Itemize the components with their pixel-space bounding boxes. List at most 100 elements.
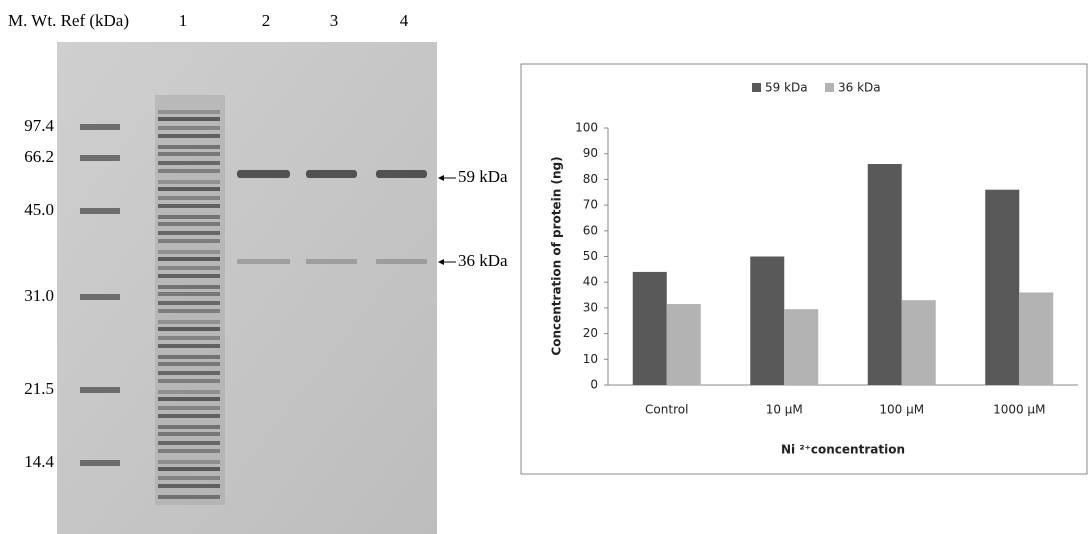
legend-label: 59 kDa [765,81,808,95]
marker-label: 45.0 [24,200,54,219]
gel-band [158,460,220,464]
gel-band [158,301,220,305]
lane-label: 3 [330,11,339,30]
gel-band [158,292,220,296]
gel-band [158,344,220,348]
gel-band [158,425,220,429]
arrow [438,259,456,265]
bar [666,304,701,385]
gel-band [80,294,120,300]
y-tick-label: 0 [590,378,598,392]
gel-band [158,495,220,499]
gel-band [158,397,220,401]
x-tick-label: Control [645,403,688,417]
gel-band [80,208,120,214]
gel-band [158,196,220,200]
gel-band [237,259,290,264]
x-axis-label: Ni ²⁺concentration [781,443,905,457]
y-tick-label: 40 [583,275,598,289]
gel-band [158,274,220,278]
gel-band [158,309,220,313]
gel-band [158,336,220,340]
lane-label: 2 [262,11,271,30]
gel-band [158,134,220,138]
gel-band [158,257,220,261]
legend-label: 36 kDa [838,81,881,95]
gel-band [158,117,220,121]
gel-band [80,124,120,130]
gel-band [80,460,120,466]
gel-band [237,170,290,178]
gel-header: M. Wt. Ref (kDa) [8,11,129,30]
gel-band [158,484,220,488]
lane-label: 1 [179,11,188,30]
gel-band [158,449,220,453]
arrow-label: 36 kDa [458,251,508,270]
gel-band [158,327,220,331]
gel-band [158,414,220,418]
lane-label: 4 [400,11,409,30]
y-tick-label: 30 [583,300,598,314]
gel-band [158,266,220,270]
gel-band [158,362,220,366]
gel-band [158,390,220,394]
gel-band [158,441,220,445]
y-tick-label: 50 [583,249,598,263]
gel-band [158,215,220,219]
gel-band [158,110,220,114]
bar [1019,292,1054,385]
gel-band [306,259,357,264]
gel-band [158,169,220,173]
y-tick-label: 90 [583,146,598,160]
x-tick-label: 1000 µM [993,403,1045,417]
gel-band [376,170,427,178]
gel-band [376,259,427,264]
bar [784,309,819,385]
gel-bands [80,110,427,499]
gel-band [158,355,220,359]
marker-label: 31.0 [24,286,54,305]
marker-label: 66.2 [24,147,54,166]
marker-label: 21.5 [24,379,54,398]
arrow-label: 59 kDa [458,167,508,186]
marker-label: 14.4 [24,452,54,471]
bar [985,189,1020,385]
gel-band [158,161,220,165]
marker-label: 97.4 [24,116,54,135]
gel-band [158,152,220,156]
gel-band [158,379,220,383]
legend-swatch [825,83,834,92]
gel-image [57,42,437,534]
gel-band [158,467,220,471]
y-tick-label: 70 [583,198,598,212]
gel-band [80,155,120,161]
y-tick-label: 10 [583,352,598,366]
y-tick-label: 80 [583,172,598,186]
y-axis-label: Concentration of protein (ng) [550,156,564,355]
y-tick-label: 20 [583,326,598,340]
y-tick-label: 100 [575,121,598,135]
gel-band [158,222,220,226]
gel-band [306,170,357,178]
gel-band [158,187,220,191]
gel-band [158,145,220,149]
gel-band [158,285,220,289]
legend-swatch [752,83,761,92]
gel-band [158,231,220,235]
y-tick-label: 60 [583,223,598,237]
x-tick-label: 10 µM [766,403,803,417]
gel-band [158,204,220,208]
gel-band [158,406,220,410]
gel-band [158,371,220,375]
arrow [438,175,456,181]
gel-band [158,320,220,324]
gel-band [158,126,220,130]
bar [901,300,936,385]
gel-band [80,387,120,393]
gel-band [158,250,220,254]
gel-band [158,432,220,436]
bar [750,256,785,385]
gel-band [158,239,220,243]
gel-band [158,180,220,184]
